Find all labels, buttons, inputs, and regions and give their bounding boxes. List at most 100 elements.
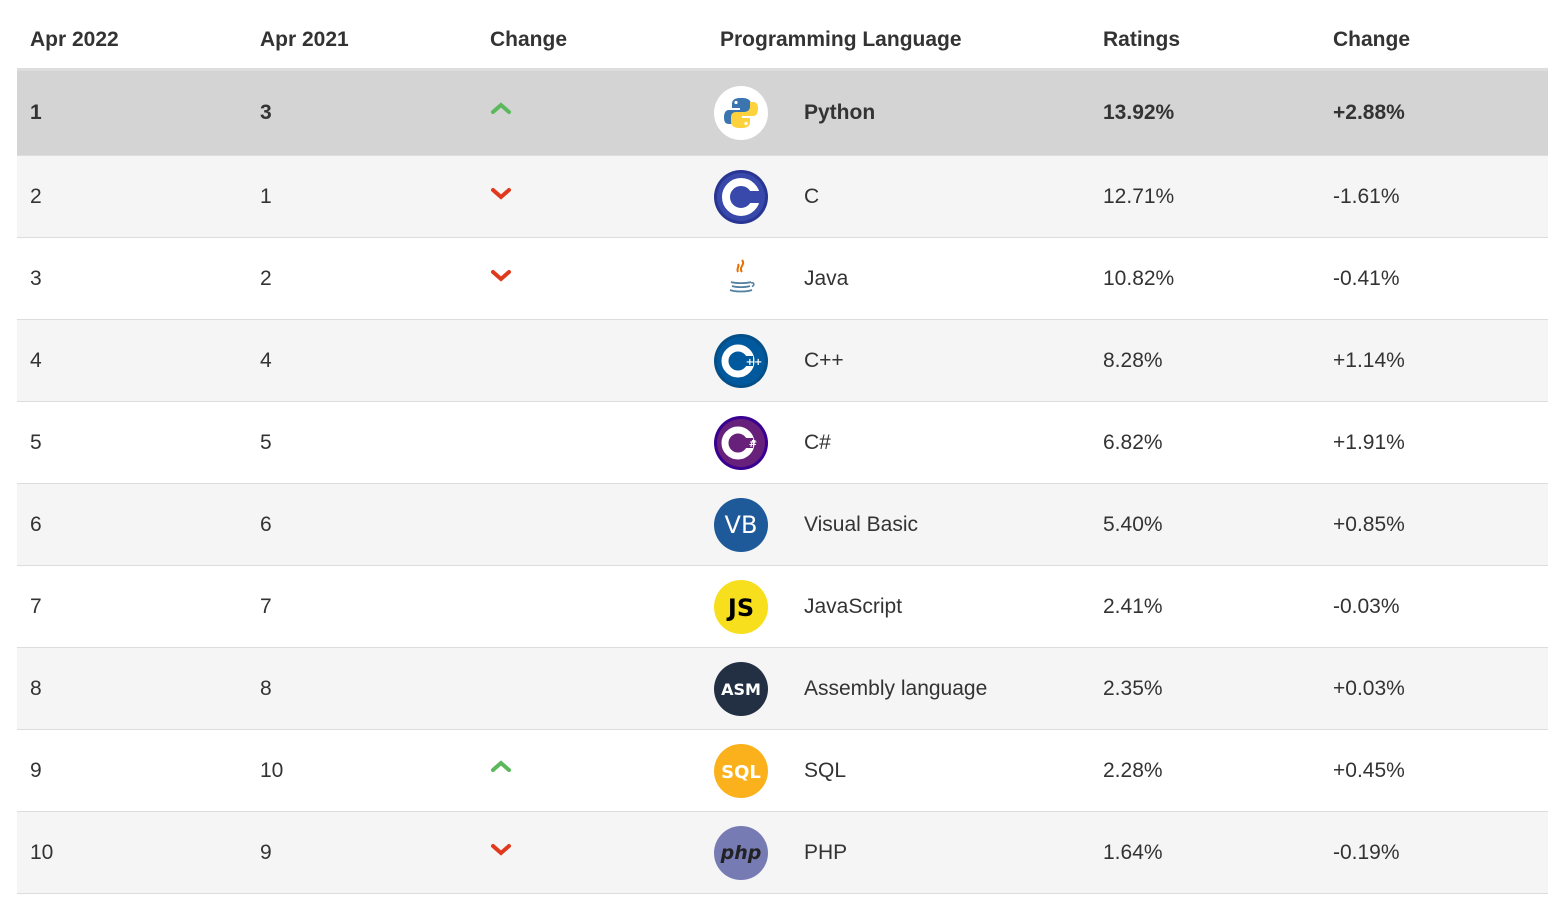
trend-cell [477,843,707,857]
trend-down-icon [491,187,511,200]
change-cell: +1.14% [1333,348,1405,372]
trend-up-icon [491,102,511,114]
table-row: 3 2 Java 10.82% -0.41% [17,238,1548,320]
ratings-cell: 6.82% [1103,430,1163,454]
language-name: JavaScript [804,594,903,618]
language-name: Java [804,266,849,290]
trend-cell [477,759,707,773]
rank-now-cell: 9 [30,758,42,782]
rank-prev-cell: 7 [260,594,272,618]
rank-now-cell: 3 [30,266,42,290]
language-name: Assembly language [804,676,988,700]
visual-basic-logo-icon: VB [714,497,768,552]
table-row: 9 10 SQL SQL 2.28% +0.45% [17,730,1548,812]
language-cell: Java [707,251,1090,306]
svg-text:#: # [749,439,757,450]
svg-text:++: ++ [746,357,763,368]
language-cell: JS JavaScript [707,579,1090,634]
header-ratings[interactable]: Ratings [1103,28,1181,51]
rank-now-cell: 10 [30,840,54,864]
change-cell: -0.19% [1333,840,1400,864]
svg-text:php: php [720,842,762,864]
tiobe-index-table: Apr 2022 Apr 2021 Change Programming Lan… [17,0,1548,894]
language-cell: # C# [707,415,1090,470]
sql-logo-icon: SQL [714,743,768,798]
table-row: 8 8 ASM Assembly language 2.35% +0.03% [17,648,1548,730]
svg-text:JS: JS [726,594,754,622]
table-row: 1 3 Python 13.92% +2.88% [17,71,1548,156]
svg-text:ASM: ASM [721,680,761,699]
language-name: Visual Basic [804,512,919,536]
header-rank-now[interactable]: Apr 2022 [30,28,119,51]
language-name: PHP [804,840,848,864]
csharp-logo-icon: # [714,415,768,470]
table-row: 5 5 # C# 6.82% +1.91% [17,402,1548,484]
table-row: 4 4 ++ C++ 8.28% +1.14% [17,320,1548,402]
trend-down-icon [491,269,511,282]
trend-cell [477,187,707,201]
change-cell: -0.03% [1333,594,1400,618]
rank-prev-cell: 2 [260,266,272,290]
table-row: 7 7 JS JavaScript 2.41% -0.03% [17,566,1548,648]
ratings-cell: 10.82% [1103,266,1175,290]
rank-prev-cell: 1 [260,184,272,208]
header-rank-prev[interactable]: Apr 2021 [260,28,349,51]
rank-now-cell: 8 [30,676,42,700]
change-cell: -1.61% [1333,184,1400,208]
language-name: Python [804,101,876,124]
language-cell: VB Visual Basic [707,497,1090,552]
trend-cell [477,101,707,115]
language-cell: Python [707,86,1090,140]
rank-now-cell: 1 [30,101,42,124]
ratings-cell: 2.35% [1103,676,1163,700]
rank-prev-cell: 8 [260,676,272,700]
rank-prev-cell: 3 [260,101,272,124]
change-cell: +0.85% [1333,512,1405,536]
language-cell: ASM Assembly language [707,661,1090,716]
table-row: 6 6 VB Visual Basic 5.40% +0.85% [17,484,1548,566]
rank-now-cell: 4 [30,348,42,372]
ratings-cell: 1.64% [1103,840,1163,864]
rank-prev-cell: 9 [260,840,272,864]
change-cell: +0.03% [1333,676,1405,700]
rank-now-cell: 7 [30,594,42,618]
language-cell: SQL SQL [707,743,1090,798]
javascript-logo-icon: JS [714,579,768,634]
ratings-cell: 2.28% [1103,758,1163,782]
c-logo-icon [714,169,768,224]
java-logo-icon [714,251,768,306]
svg-text:SQL: SQL [721,762,761,783]
language-name: C [804,184,820,208]
trend-cell [477,269,707,283]
rank-prev-cell: 6 [260,512,272,536]
python-logo-icon [714,86,768,140]
table-body: 1 3 Python 13.92% +2.88% 2 1 C 12.71% -1.61% 3 2 Jav… [17,71,1548,894]
rank-now-cell: 6 [30,512,42,536]
language-cell: php PHP [707,825,1090,880]
table-header: Apr 2022 Apr 2021 Change Programming Lan… [17,0,1548,71]
header-language[interactable]: Programming Language [720,28,962,51]
language-cell: C [707,169,1090,224]
ratings-cell: 5.40% [1103,512,1163,536]
trend-up-icon [491,759,511,772]
svg-text:VB: VB [725,511,758,539]
rank-now-cell: 5 [30,430,42,454]
ratings-cell: 8.28% [1103,348,1163,372]
ratings-cell: 2.41% [1103,594,1163,618]
header-change-pct[interactable]: Change [1333,28,1411,51]
language-name: SQL [804,758,847,782]
trend-down-icon [491,843,511,856]
ratings-cell: 13.92% [1103,101,1175,124]
header-change[interactable]: Change [490,28,568,51]
change-cell: +1.91% [1333,430,1405,454]
change-cell: -0.41% [1333,266,1400,290]
language-cell: ++ C++ [707,333,1090,388]
language-name: C++ [804,348,844,372]
language-name: C# [804,430,831,454]
rank-prev-cell: 4 [260,348,272,372]
php-logo-icon: php [714,825,768,880]
cpp-logo-icon: ++ [714,333,768,388]
table-row: 10 9 php PHP 1.64% -0.19% [17,812,1548,894]
change-cell: +2.88% [1333,101,1405,124]
assembly-logo-icon: ASM [714,661,768,716]
